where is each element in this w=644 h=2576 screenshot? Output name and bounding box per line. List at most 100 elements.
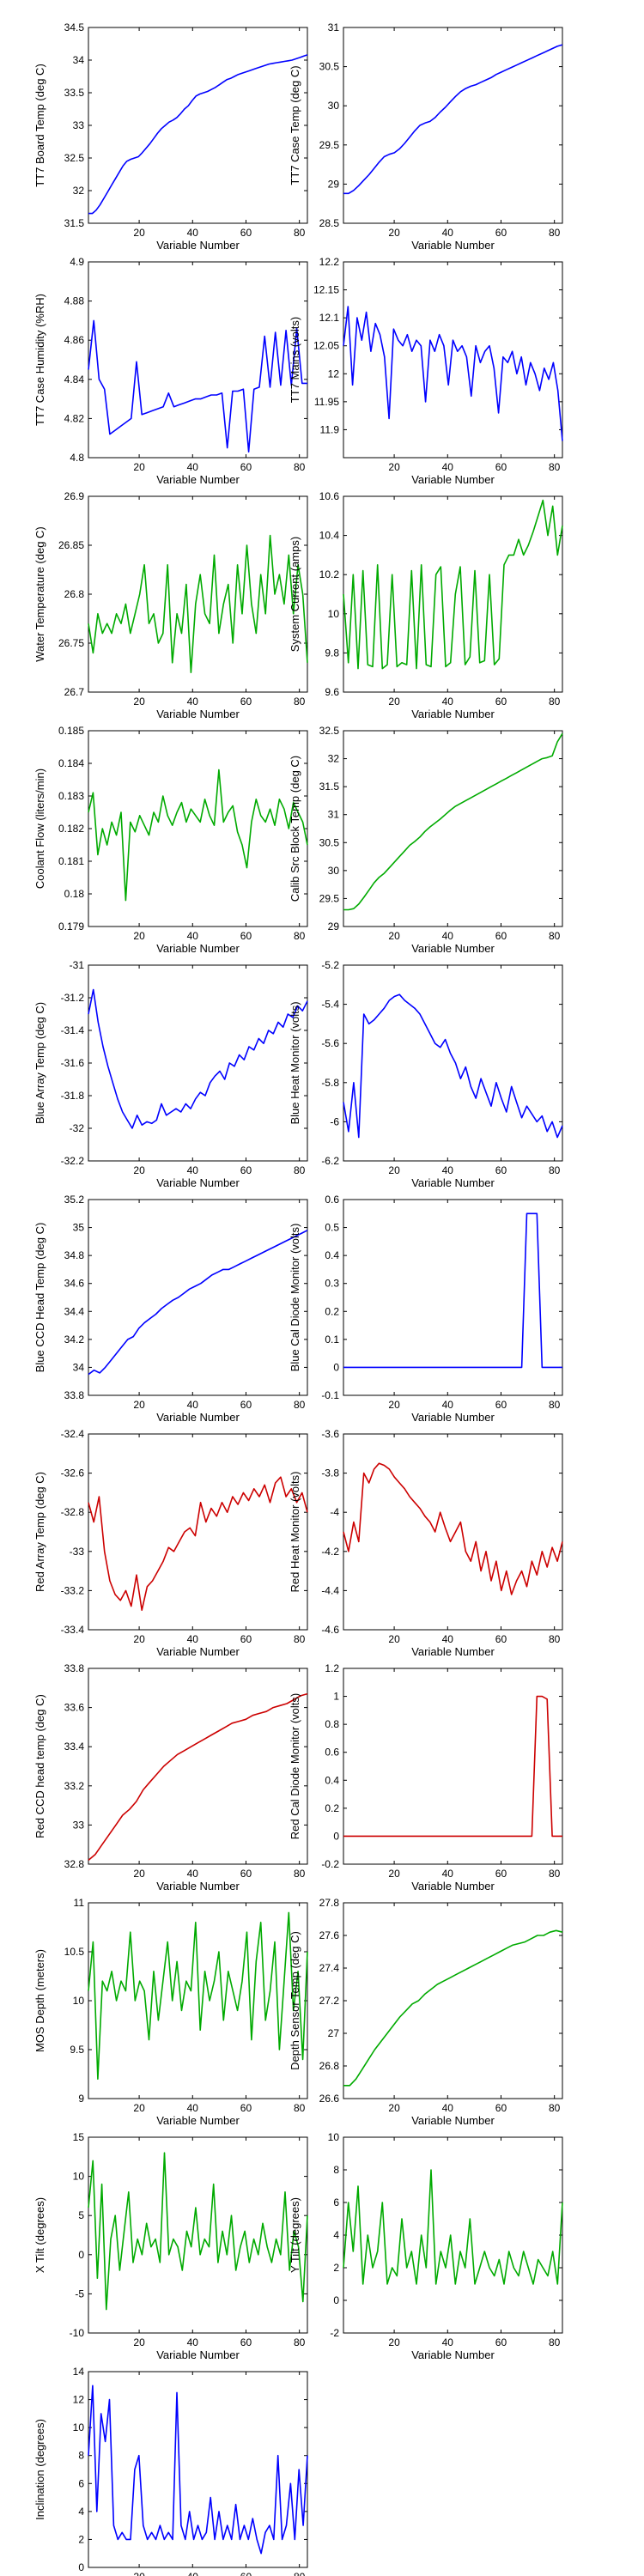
x-tick-label: 60	[240, 1868, 252, 1880]
x-tick-label: 40	[187, 227, 199, 239]
y-tick-label: 32.5	[319, 725, 340, 737]
y-tick-label: 1	[333, 1691, 339, 1703]
plot-area	[88, 1199, 308, 1396]
y-tick-label: 33.4	[64, 1741, 85, 1753]
x-tick-label: 80	[294, 930, 306, 942]
y-tick-label: 34	[73, 54, 85, 66]
x-tick-label: 60	[495, 930, 507, 942]
x-tick-label: 60	[495, 1399, 507, 1411]
series-line	[343, 44, 563, 195]
y-tick-label: 0.183	[58, 790, 84, 802]
y-axis-label: TT7 Mains (volts)	[289, 317, 301, 403]
y-tick-label: 10.6	[319, 490, 340, 502]
x-tick-label: 60	[240, 930, 252, 942]
y-tick-label: -33.2	[61, 1584, 85, 1596]
chart-panel-14: 20 40 60 80 -4.6 -4.4 -4.2 -4 -3.8 -3.6 Variable N…	[289, 1428, 563, 1658]
chart-panel-9: 20 40 60 80 -32.2 -32 -31.8 -31.6 -31.4 -31.2 -31 V…	[33, 959, 308, 1189]
y-tick-label: 0.2	[325, 1305, 339, 1317]
y-tick-label: -0.2	[321, 1858, 339, 1870]
x-axis-label: Variable Number	[411, 2114, 495, 2127]
chart-panel-18: 20 40 60 80 26.6 26.8 27 27.2 27.4 27.6 27.8 Variab…	[289, 1897, 563, 2127]
y-tick-label: 33.8	[64, 1389, 85, 1401]
y-tick-label: 33	[73, 119, 85, 131]
y-tick-label: 0.179	[58, 920, 84, 933]
chart-panel-21: 2040608002468101214Variable NumberInclin…	[33, 2366, 308, 2576]
x-tick-label: 40	[187, 1164, 199, 1176]
y-tick-label: 32	[328, 753, 340, 765]
y-tick-label: 0.6	[325, 1747, 339, 1759]
chart-panel-16: 20 40 60 80 -0.2 0 0.2 0.4 0.6 0.8 1 1.2 Variable Nu…	[289, 1662, 563, 1893]
y-axis-label: Y Tilt (degrees)	[289, 2197, 301, 2273]
y-axis-label: TT7 Board Temp (deg C)	[33, 64, 46, 187]
x-tick-label: 80	[549, 1164, 561, 1176]
y-tick-label: 1.2	[325, 1662, 339, 1674]
x-tick-label: 80	[549, 2102, 561, 2114]
y-tick-label: 27.4	[319, 1962, 340, 1974]
y-axis-label: Red CCD head temp (deg C)	[33, 1694, 46, 1838]
y-tick-label: 0.1	[325, 1334, 339, 1346]
x-tick-label: 40	[187, 696, 199, 708]
y-tick-label: -5.2	[321, 959, 339, 971]
y-tick-label: -5.8	[321, 1077, 339, 1089]
y-tick-label: 31	[328, 21, 340, 33]
plot-area	[88, 1902, 308, 2099]
y-axis-label: Red Heat Monitor (volts)	[289, 1472, 301, 1593]
chart-panel-6: 20 40 60 80 9.6 9.8 10 10.2 10.4 10.6 Variable Num…	[289, 490, 563, 720]
x-tick-label: 20	[388, 930, 400, 942]
x-tick-label: 60	[240, 461, 252, 473]
x-tick-label: 40	[442, 1868, 454, 1880]
y-tick-label: 34.5	[64, 21, 85, 33]
y-tick-label: 26.9	[64, 490, 85, 502]
plot-area	[343, 1902, 563, 2099]
plot-area	[343, 1668, 563, 1865]
x-tick-label: 20	[388, 1633, 400, 1645]
x-tick-label: 20	[133, 2102, 145, 2114]
x-tick-label: 60	[240, 2336, 252, 2348]
x-tick-label: 40	[442, 1164, 454, 1176]
x-tick-label: 60	[495, 696, 507, 708]
y-tick-label: -33.4	[61, 1624, 85, 1636]
x-tick-label: 60	[495, 461, 507, 473]
series-line	[88, 534, 308, 674]
plot-area	[343, 1199, 563, 1396]
series-line	[343, 1462, 563, 1595]
plot-area	[343, 495, 563, 693]
y-tick-label: 0	[78, 2249, 84, 2261]
chart-panel-17: 20 40 60 80 9 9.5 10 10.5 11 Variable Number MOS D…	[33, 1897, 308, 2127]
y-tick-label: 12.15	[313, 284, 339, 296]
y-tick-label: -32.2	[61, 1155, 85, 1167]
y-tick-label: 14	[73, 2366, 85, 2378]
y-tick-label: -32.8	[61, 1506, 85, 1518]
x-tick-label: 80	[549, 1633, 561, 1645]
x-tick-label: 80	[294, 227, 306, 239]
x-axis-label: Variable Number	[411, 708, 495, 720]
y-tick-label: 0	[78, 2561, 84, 2573]
chart-panel-12: 20 40 60 80 -0.1 0 0.1 0.2 0.3 0.4 0.5 0.6 Variable …	[289, 1194, 563, 1424]
x-tick-label: 40	[187, 2336, 199, 2348]
y-tick-label: -5	[75, 2287, 84, 2300]
series-line	[88, 1476, 308, 1611]
x-axis-label: Variable Number	[411, 1645, 495, 1658]
plot-area	[88, 1668, 308, 1865]
y-axis-label: Blue Heat Monitor (volts)	[289, 1001, 301, 1124]
x-tick-label: 60	[240, 1164, 252, 1176]
plot-area	[88, 2371, 308, 2568]
y-axis-label: MOS Depth (meters)	[33, 1949, 46, 2052]
x-tick-label: 40	[187, 1399, 199, 1411]
chart-panel-4: 20 40 60 80 11.9 11.95 12 12.05 12.1 12.15 12.2 Var…	[289, 256, 563, 486]
x-tick-label: 80	[294, 2571, 306, 2576]
y-tick-label: 4	[78, 2506, 84, 2518]
y-tick-label: -3.8	[321, 1467, 339, 1479]
y-tick-label: 32	[73, 185, 85, 197]
plot-area	[343, 964, 563, 1162]
x-tick-label: 40	[442, 1399, 454, 1411]
y-axis-label: TT7 Case Humidity (%RH)	[33, 294, 46, 426]
plot-area	[343, 27, 563, 224]
x-tick-label: 40	[442, 461, 454, 473]
x-tick-label: 20	[388, 461, 400, 473]
y-tick-label: 0.181	[58, 855, 84, 867]
x-tick-label: 40	[442, 2102, 454, 2114]
y-tick-label: -32	[70, 1122, 85, 1134]
y-tick-label: 33.6	[64, 1702, 85, 1714]
y-tick-label: -0.1	[321, 1389, 339, 1401]
